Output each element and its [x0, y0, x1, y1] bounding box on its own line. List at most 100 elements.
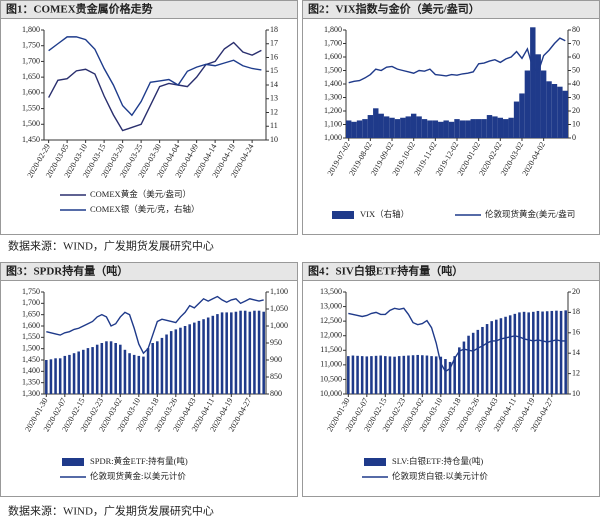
y2-tick-label: 900: [270, 355, 282, 364]
bar: [77, 351, 80, 394]
bar: [216, 314, 219, 394]
bar: [388, 356, 392, 394]
bar: [453, 356, 456, 394]
y-tick-label: 1,750: [22, 287, 40, 296]
area-segment: [443, 120, 449, 138]
bar: [522, 311, 526, 394]
bar: [430, 356, 433, 394]
area-segment: [346, 120, 352, 138]
y2-tick-label: 13: [270, 94, 278, 103]
y-tick-label: 1,800: [324, 25, 342, 34]
bar: [211, 315, 215, 394]
bar: [462, 341, 466, 394]
bar: [495, 319, 498, 394]
area-segment: [383, 116, 390, 138]
area-segment: [546, 81, 552, 138]
bar: [485, 324, 489, 394]
area-segment: [405, 116, 411, 138]
bar: [416, 354, 419, 394]
bar: [481, 326, 484, 394]
bar: [536, 310, 540, 394]
area-segment: [497, 117, 504, 138]
panel-title: 图4：SIV白银ETF持有量（吨）: [308, 264, 463, 278]
y-tick-label: 1,350: [22, 377, 40, 386]
area-segment: [524, 70, 531, 138]
bar: [555, 310, 558, 394]
bar: [188, 324, 191, 394]
bar: [86, 348, 90, 394]
y2-tick-label: 1,000: [270, 321, 288, 330]
y-tick-label: 1,600: [22, 321, 40, 330]
line: [348, 307, 566, 373]
area-segment: [486, 115, 493, 138]
bar: [508, 315, 512, 394]
bar: [550, 310, 554, 394]
area-segment: [367, 115, 374, 138]
y-tick-label: 1,700: [22, 298, 40, 307]
y-tick-label: 11,000: [320, 360, 342, 369]
area-segment: [470, 119, 476, 138]
bar: [545, 311, 549, 394]
y-tick-label: 1,550: [22, 332, 40, 341]
bar: [239, 310, 242, 394]
y-tick-label: 13,500: [320, 287, 342, 296]
area-segment: [513, 101, 520, 138]
y-tick-label: 11,500: [320, 345, 342, 354]
bar: [458, 347, 461, 394]
y2-tick-label: 18: [270, 25, 278, 34]
bar: [467, 335, 470, 394]
y2-tick-label: 18: [572, 307, 580, 316]
bar: [58, 358, 62, 394]
area-segment: [454, 119, 460, 138]
area-segment: [475, 119, 482, 138]
bar: [54, 358, 57, 394]
y2-tick-label: 20: [572, 106, 580, 115]
bar: [63, 355, 67, 394]
bar: [411, 355, 415, 394]
area-segment: [519, 93, 525, 138]
area-segment: [492, 116, 498, 138]
bar: [114, 343, 117, 394]
y2-tick-label: 10: [572, 119, 580, 128]
bar: [504, 316, 507, 394]
legend-swatch: [364, 458, 386, 466]
bar: [564, 310, 567, 394]
bar: [434, 356, 438, 394]
y2-tick-label: 1,050: [270, 304, 288, 313]
area-segment: [503, 119, 509, 138]
source-note: 数据来源：WIND，广发期货发展研究中心: [8, 239, 214, 253]
bar: [160, 337, 164, 394]
y2-tick-label: 80: [572, 25, 580, 34]
legend-label: SLV:白银ETF:持仓量(吨): [392, 456, 483, 466]
legend-label: 伦敦现货白银:以美元计价: [392, 471, 488, 481]
area-segment: [389, 117, 395, 138]
line: [48, 36, 262, 117]
bar: [179, 327, 182, 394]
bar: [527, 312, 530, 394]
y-tick-label: 1,800: [22, 25, 40, 34]
bar: [100, 343, 104, 394]
bar: [370, 356, 373, 394]
y-tick-label: 1,550: [22, 103, 40, 112]
area-segment: [400, 117, 406, 138]
area-segment: [351, 121, 357, 138]
bar: [82, 349, 85, 394]
bar: [356, 355, 359, 394]
y-tick-label: 1,500: [22, 343, 40, 352]
legend-swatch: [62, 458, 84, 466]
area-segment: [427, 120, 433, 138]
legend-label: COMEX银（美元/克，右轴）: [90, 204, 200, 214]
bar: [393, 356, 396, 394]
y2-tick-label: 12: [572, 368, 580, 377]
y-tick-label: 1,650: [22, 309, 40, 318]
bar: [384, 356, 387, 394]
panel-title: 图2：VIX指数与金价（美元/盎司）: [308, 2, 480, 16]
bar: [347, 356, 350, 394]
legend-label: 伦敦现货黄金(美元/盎司: [485, 209, 575, 219]
y-tick-label: 1,200: [324, 106, 342, 115]
area-segment: [356, 120, 363, 138]
bar: [137, 355, 141, 394]
bar: [532, 311, 535, 394]
bar: [471, 332, 475, 394]
y-tick-label: 1,700: [22, 56, 40, 65]
